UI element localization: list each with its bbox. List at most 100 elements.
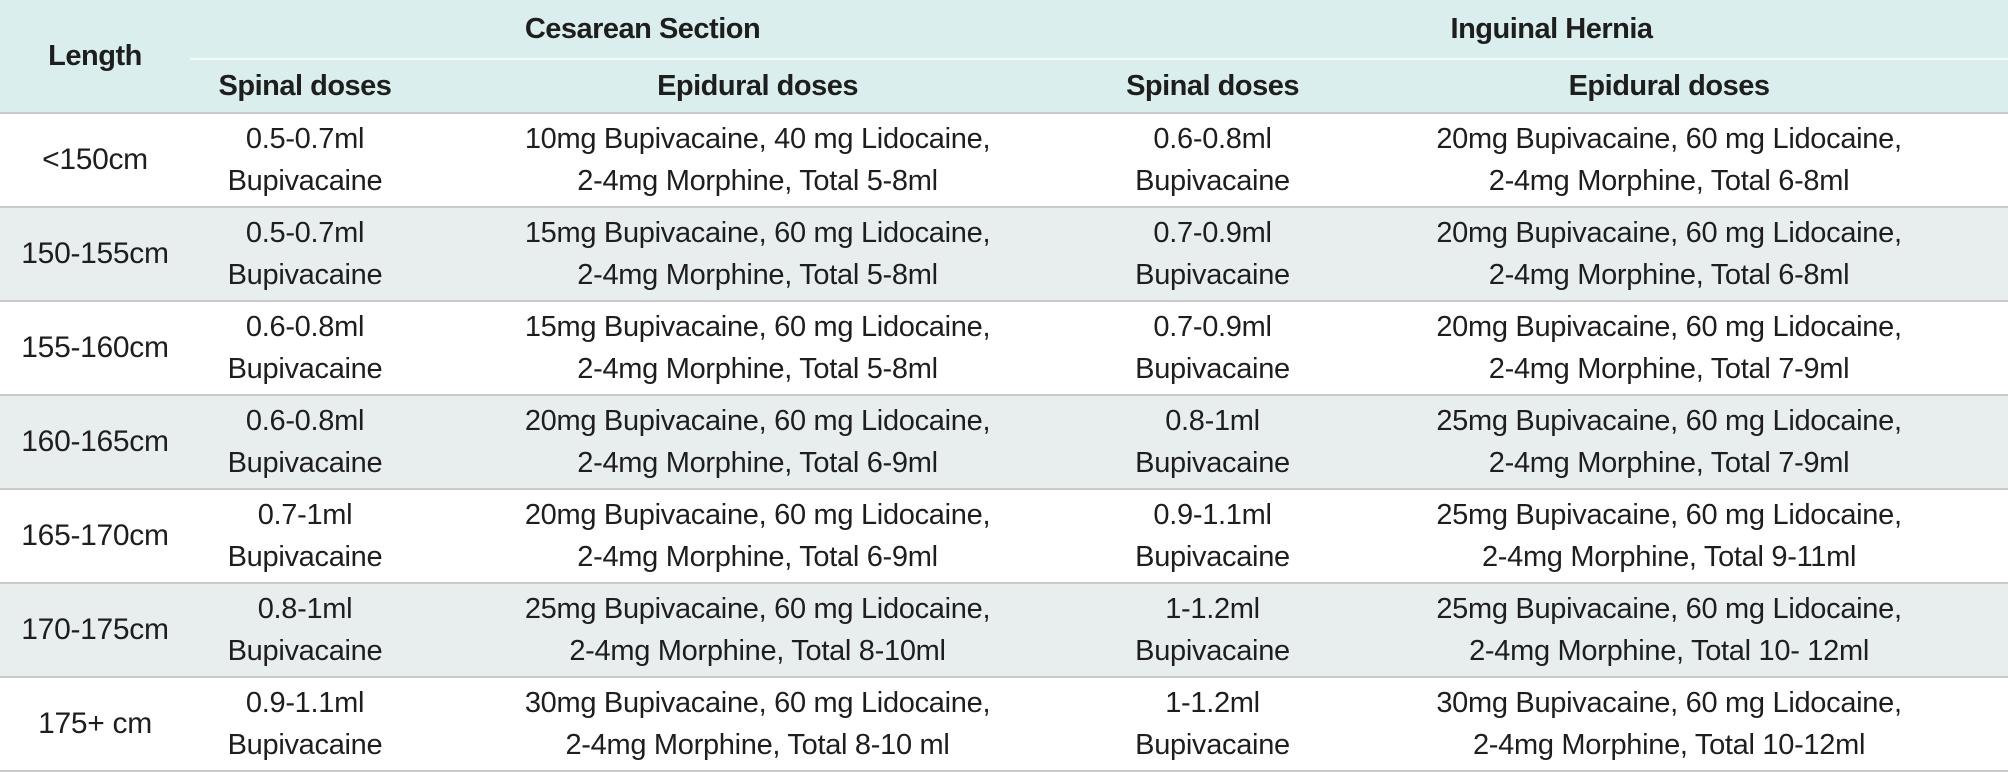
cs-spinal-cell: 0.9-1.1ml Bupivacaine: [190, 676, 420, 772]
header-length: Length: [0, 0, 190, 113]
ih-spinal-line: Bupivacaine: [1135, 447, 1290, 479]
ih-spinal-line: 0.8-1ml: [1165, 405, 1260, 437]
length-cell: 160-165cm: [0, 394, 190, 489]
table-row: 150-155cm 0.5-0.7ml Bupivacaine 15mg Bupi…: [0, 206, 2008, 301]
cs-epidural-line: 25mg Bupivacaine, 60 mg Lidocaine,: [524, 593, 991, 625]
length-cell: 155-160cm: [0, 300, 190, 395]
cs-epidural-line: 2-4mg Morphine, Total 6-9ml: [577, 447, 938, 479]
ih-spinal-cell: 0.6-0.8ml Bupivacaine: [1095, 112, 1331, 207]
cs-spinal-line: 0.7-1ml: [257, 499, 353, 531]
length-cell: 170-175cm: [0, 582, 190, 677]
cs-spinal-line: 0.5-0.7ml: [245, 217, 365, 249]
cs-spinal-line: Bupivacaine: [227, 165, 383, 197]
ih-epidural-cell: 25mg Bupivacaine, 60 mg Lidocaine, 2-4mg …: [1330, 582, 2008, 677]
cs-spinal-line: Bupivacaine: [227, 259, 383, 291]
length-cell: 165-170cm: [0, 488, 190, 583]
ih-epidural-cell: 25mg Bupivacaine, 60 mg Lidocaine, 2-4mg …: [1330, 394, 2008, 489]
ih-spinal-line: 0.9-1.1ml: [1153, 499, 1272, 531]
ih-epidural-line: 30mg Bupivacaine, 60 mg Lidocaine,: [1436, 687, 1902, 719]
ih-epidural-line: 2-4mg Morphine, Total 9-11ml: [1481, 541, 1857, 573]
cs-spinal-cell: 0.5-0.7ml Bupivacaine: [190, 206, 420, 301]
ih-spinal-line: 0.6-0.8ml: [1153, 123, 1272, 155]
cs-epidural-cell: 15mg Bupivacaine, 60 mg Lidocaine, 2-4mg …: [420, 206, 1096, 301]
ih-spinal-cell: 0.8-1ml Bupivacaine: [1095, 394, 1331, 489]
cs-spinal-line: 0.8-1ml: [257, 593, 353, 625]
ih-spinal-cell: 1-1.2ml Bupivacaine: [1095, 676, 1331, 772]
table-row: 165-170cm 0.7-1ml Bupivacaine 20mg Bupiva…: [0, 488, 2008, 583]
cs-epidural-cell: 20mg Bupivacaine, 60 mg Lidocaine, 2-4mg …: [420, 394, 1096, 489]
cs-spinal-cell: 0.6-0.8ml Bupivacaine: [190, 300, 420, 395]
cs-epidural-cell: 15mg Bupivacaine, 60 mg Lidocaine, 2-4mg …: [420, 300, 1096, 395]
cs-spinal-line: Bupivacaine: [227, 353, 383, 385]
ih-spinal-line: 0.7-0.9ml: [1153, 311, 1272, 343]
ih-epidural-line: 2-4mg Morphine, Total 6-8ml: [1488, 259, 1850, 291]
ih-spinal-line: 0.7-0.9ml: [1153, 217, 1272, 249]
ih-spinal-cell: 0.7-0.9ml Bupivacaine: [1095, 300, 1331, 395]
length-cell: 175+ cm: [0, 676, 190, 772]
ih-spinal-cell: 0.7-0.9ml Bupivacaine: [1095, 206, 1331, 301]
cs-epidural-line: 30mg Bupivacaine, 60 mg Lidocaine,: [524, 687, 991, 719]
cs-epidural-cell: 25mg Bupivacaine, 60 mg Lidocaine, 2-4mg …: [420, 582, 1096, 677]
ih-epidural-cell: 20mg Bupivacaine, 60 mg Lidocaine, 2-4mg …: [1330, 300, 2008, 395]
cs-epidural-line: 15mg Bupivacaine, 60 mg Lidocaine,: [524, 217, 991, 249]
cs-spinal-cell: 0.7-1ml Bupivacaine: [190, 488, 420, 583]
cs-epidural-line: 2-4mg Morphine, Total 6-9ml: [577, 541, 938, 573]
cs-spinal-line: Bupivacaine: [227, 447, 383, 479]
ih-epidural-line: 2-4mg Morphine, Total 7-9ml: [1488, 447, 1850, 479]
table-header: Length Cesarean Section Inguinal Hernia …: [0, 0, 2008, 113]
ih-epidural-line: 20mg Bupivacaine, 60 mg Lidocaine,: [1436, 123, 1902, 155]
cs-epidural-line: 2-4mg Morphine, Total 8-10ml: [569, 635, 946, 667]
length-cell: <150cm: [0, 112, 190, 207]
ih-epidural-line: 25mg Bupivacaine, 60 mg Lidocaine,: [1436, 405, 1902, 437]
table-row: 175+ cm 0.9-1.1ml Bupivacaine 30mg Bupiva…: [0, 676, 2008, 772]
ih-epidural-line: 2-4mg Morphine, Total 10-12ml: [1472, 729, 1866, 761]
cs-epidural-line: 2-4mg Morphine, Total 5-8ml: [577, 165, 938, 197]
ih-spinal-cell: 1-1.2ml Bupivacaine: [1095, 582, 1331, 677]
table-row: 155-160cm 0.6-0.8ml Bupivacaine 15mg Bupi…: [0, 300, 2008, 395]
ih-epidural-line: 20mg Bupivacaine, 60 mg Lidocaine,: [1436, 311, 1902, 343]
cs-epidural-cell: 10mg Bupivacaine, 40 mg Lidocaine, 2-4mg …: [420, 112, 1096, 207]
ih-spinal-line: 1-1.2ml: [1165, 593, 1260, 625]
table-body: <150cm 0.5-0.7ml Bupivacaine 10mg Bupivac…: [0, 112, 2008, 772]
cs-epidural-line: 15mg Bupivacaine, 60 mg Lidocaine,: [524, 311, 991, 343]
cs-epidural-cell: 20mg Bupivacaine, 60 mg Lidocaine, 2-4mg …: [420, 488, 1096, 583]
cs-spinal-line: Bupivacaine: [227, 729, 383, 761]
ih-spinal-line: Bupivacaine: [1135, 635, 1290, 667]
header-ih-epidural-doses: Epidural doses: [1330, 59, 2008, 113]
ih-epidural-cell: 30mg Bupivacaine, 60 mg Lidocaine, 2-4mg …: [1330, 676, 2008, 772]
ih-epidural-line: 2-4mg Morphine, Total 10- 12ml: [1469, 635, 1869, 667]
ih-spinal-line: Bupivacaine: [1135, 259, 1290, 291]
cs-spinal-cell: 0.6-0.8ml Bupivacaine: [190, 394, 420, 489]
ih-spinal-line: Bupivacaine: [1135, 541, 1290, 573]
cs-spinal-line: 0.6-0.8ml: [245, 311, 365, 343]
header-cs-spinal-doses: Spinal doses: [190, 59, 420, 113]
ih-epidural-line: 25mg Bupivacaine, 60 mg Lidocaine,: [1436, 593, 1902, 625]
header-cs-epidural-doses: Epidural doses: [420, 59, 1096, 113]
header-inguinal-hernia: Inguinal Hernia: [1095, 0, 2008, 60]
cs-spinal-line: 0.6-0.8ml: [245, 405, 365, 437]
ih-spinal-line: Bupivacaine: [1135, 165, 1290, 197]
cs-epidural-line: 2-4mg Morphine, Total 5-8ml: [577, 259, 938, 291]
length-cell: 150-155cm: [0, 206, 190, 301]
ih-spinal-line: Bupivacaine: [1135, 729, 1290, 761]
ih-epidural-line: 20mg Bupivacaine, 60 mg Lidocaine,: [1436, 217, 1902, 249]
ih-epidural-line: 2-4mg Morphine, Total 7-9ml: [1488, 353, 1850, 385]
ih-spinal-line: Bupivacaine: [1135, 353, 1290, 385]
cs-spinal-line: Bupivacaine: [227, 541, 383, 573]
cs-spinal-cell: 0.8-1ml Bupivacaine: [190, 582, 420, 677]
ih-epidural-line: 2-4mg Morphine, Total 6-8ml: [1488, 165, 1850, 197]
header-ih-spinal-doses: Spinal doses: [1095, 59, 1331, 113]
cs-epidural-cell: 30mg Bupivacaine, 60 mg Lidocaine, 2-4mg …: [420, 676, 1096, 772]
table-row: 170-175cm 0.8-1ml Bupivacaine 25mg Bupiva…: [0, 582, 2008, 677]
header-cesarean-section: Cesarean Section: [190, 0, 1096, 60]
cs-epidural-line: 20mg Bupivacaine, 60 mg Lidocaine,: [524, 499, 991, 531]
cs-spinal-cell: 0.5-0.7ml Bupivacaine: [190, 112, 420, 207]
ih-epidural-cell: 20mg Bupivacaine, 60 mg Lidocaine, 2-4mg …: [1330, 206, 2008, 301]
cs-epidural-line: 2-4mg Morphine, Total 8-10 ml: [565, 729, 950, 761]
table-row: <150cm 0.5-0.7ml Bupivacaine 10mg Bupivac…: [0, 112, 2008, 207]
ih-epidural-line: 25mg Bupivacaine, 60 mg Lidocaine,: [1436, 499, 1902, 531]
ih-spinal-cell: 0.9-1.1ml Bupivacaine: [1095, 488, 1331, 583]
ih-spinal-line: 1-1.2ml: [1165, 687, 1260, 719]
cs-spinal-line: 0.9-1.1ml: [245, 687, 365, 719]
table-row: 160-165cm 0.6-0.8ml Bupivacaine 20mg Bupi…: [0, 394, 2008, 489]
